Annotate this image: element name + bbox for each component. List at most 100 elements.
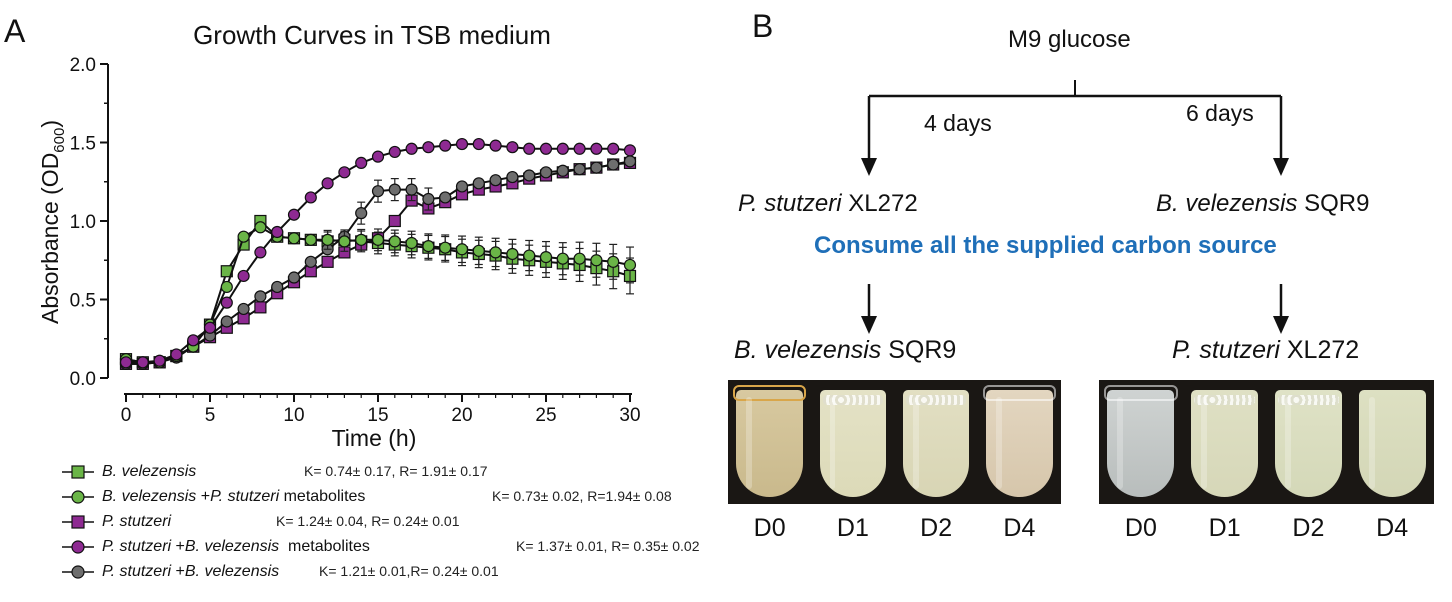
- data-point: [220, 315, 233, 328]
- data-point: [573, 142, 586, 155]
- data-point: [220, 280, 233, 294]
- data-point: [472, 137, 485, 151]
- data-point: [355, 207, 368, 220]
- data-point: [304, 233, 317, 246]
- data-point: [388, 214, 401, 228]
- legend-marker: [62, 565, 94, 579]
- data-point: [455, 137, 469, 151]
- data-point: [237, 269, 250, 283]
- data-point: [254, 301, 267, 314]
- x-tick-label: 10: [283, 405, 304, 426]
- data-point: [573, 252, 586, 265]
- data-point: [170, 348, 183, 361]
- data-point: [439, 191, 452, 204]
- legend-label: B. velezensis +P. stutzeri metabolites: [102, 488, 366, 505]
- legend-stats: K= 1.37± 0.01, R= 0.35± 0.02: [516, 538, 700, 554]
- data-point: [388, 145, 401, 159]
- data-point: [287, 271, 301, 284]
- data-point: [371, 233, 385, 246]
- data-point: [287, 232, 301, 245]
- data-point: [338, 235, 351, 248]
- x-tick-label: 5: [205, 405, 216, 426]
- data-point: [439, 139, 452, 152]
- data-point: [237, 302, 250, 316]
- legend-label: P. stutzeri: [102, 513, 172, 530]
- data-point: [422, 141, 435, 154]
- data-point: [405, 236, 418, 250]
- x-tick-label: 0: [121, 405, 132, 426]
- x-tick-label: 20: [451, 405, 472, 426]
- x-tick-label: 30: [619, 405, 640, 426]
- legend-stats: K= 1.24± 0.04, R= 0.24± 0.01: [276, 513, 460, 529]
- legend-stats: K= 0.73± 0.02, R=1.94± 0.08: [492, 488, 672, 504]
- data-point: [254, 246, 267, 259]
- legend-marker: [62, 490, 94, 504]
- data-point: [355, 156, 368, 170]
- data-point: [607, 255, 620, 268]
- legend-entry: P. stutzeri +B. velezensis metabolites: [60, 535, 370, 559]
- series-1: [119, 221, 637, 369]
- data-point: [455, 180, 469, 193]
- legend-stats: K= 0.74± 0.17, R= 1.91± 0.17: [304, 463, 488, 479]
- data-point: [321, 255, 334, 268]
- data-point: [439, 241, 452, 254]
- legend-marker: [62, 540, 94, 554]
- data-point: [287, 208, 301, 221]
- y-tick-label: 0.5: [70, 291, 96, 312]
- data-point: [254, 221, 267, 234]
- data-point: [472, 177, 485, 190]
- legend-label: P. stutzeri +B. velezensis: [102, 563, 280, 580]
- data-point: [556, 164, 569, 177]
- data-point: [523, 169, 536, 182]
- legend-stats: K= 1.21± 0.01,R= 0.24± 0.01: [319, 563, 499, 579]
- data-point: [607, 142, 620, 155]
- y-tick-label: 1.0: [70, 212, 96, 233]
- data-point: [590, 161, 603, 174]
- data-point: [455, 243, 469, 256]
- data-point: [539, 142, 553, 155]
- data-point: [422, 192, 435, 206]
- data-point: [607, 158, 620, 171]
- legend-marker: [62, 465, 94, 479]
- data-point: [136, 356, 149, 369]
- data-point: [623, 258, 637, 272]
- chart-axes: 0.0 0.5 1.0 1.5 2.0 0 5 10 15 20 25 30: [70, 55, 641, 426]
- chart-title: Growth Curves in TSB medium: [193, 20, 551, 50]
- data-point: [388, 235, 401, 248]
- data-point: [590, 142, 603, 155]
- data-point: [573, 163, 586, 176]
- data-point: [371, 185, 385, 198]
- data-point: [422, 240, 435, 253]
- data-point: [405, 142, 418, 155]
- data-point: [388, 183, 401, 196]
- data-point: [203, 321, 217, 334]
- data-point: [405, 183, 418, 196]
- data-point: [271, 225, 284, 239]
- data-point: [237, 230, 250, 243]
- legend-label: B. velezensis: [102, 463, 197, 480]
- x-tick-label: 15: [367, 405, 388, 426]
- data-point: [556, 252, 569, 265]
- data-point: [271, 280, 284, 294]
- data-point: [220, 296, 233, 309]
- legend-entry: P. stutzeri: [60, 510, 171, 534]
- data-point: [539, 251, 553, 264]
- series-3: [119, 137, 637, 369]
- legend-entry: B. velezensis +P. stutzeri metabolites: [60, 485, 365, 509]
- data-point: [489, 174, 502, 187]
- data-point: [556, 142, 569, 155]
- data-point: [539, 166, 553, 179]
- x-axis-label: Time (h): [332, 425, 417, 451]
- data-point: [489, 139, 502, 152]
- data-point: [254, 290, 267, 303]
- data-point: [590, 254, 603, 267]
- data-point: [371, 150, 385, 163]
- data-point: [523, 249, 536, 262]
- data-point: [304, 255, 317, 268]
- legend-entry: B. velezensis: [60, 460, 196, 484]
- data-point: [506, 141, 519, 154]
- data-point: [321, 177, 334, 190]
- data-point: [119, 356, 133, 369]
- data-point: [623, 144, 637, 157]
